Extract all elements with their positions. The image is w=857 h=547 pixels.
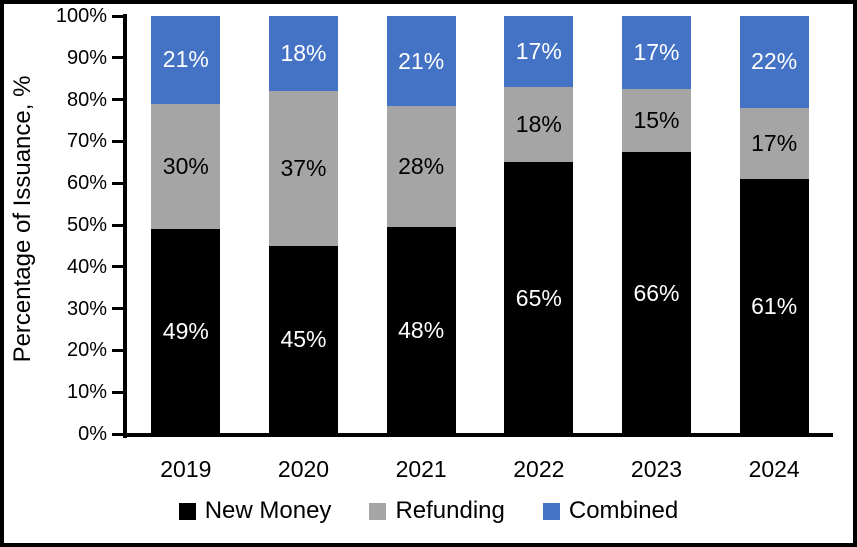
- y-tick-label: 30%: [66, 297, 107, 320]
- segment-value-label: 22%: [751, 48, 798, 75]
- segment-value-label: 30%: [162, 152, 209, 179]
- segment-value-label: 28%: [398, 153, 445, 180]
- y-tick-mark: [112, 265, 123, 269]
- segment-2024-new-money: 61%: [739, 179, 809, 434]
- y-tick-label: 10%: [66, 381, 107, 404]
- segment-2020-refunding: 37%: [269, 91, 338, 246]
- x-axis-label-2021: 2021: [395, 456, 447, 482]
- bar-2022: 17% 18% 65%: [504, 16, 574, 434]
- x-axis-label-2019: 2019: [160, 456, 212, 482]
- y-tick-mark: [112, 390, 123, 394]
- legend-swatch-icon: [542, 502, 560, 520]
- segment-2021-combined: 21%: [386, 16, 456, 107]
- segment-2021-refunding: 28%: [386, 106, 456, 228]
- legend-label: Refunding: [395, 497, 505, 524]
- legend-label: New Money: [204, 497, 332, 524]
- y-tick-label: 20%: [66, 339, 107, 362]
- y-axis-line: [123, 14, 127, 438]
- legend-item-new-money: New Money: [178, 497, 332, 525]
- segment-2022-new-money: 65%: [504, 162, 574, 434]
- segment-value-label: 18%: [515, 111, 562, 138]
- segment-value-label: 21%: [398, 47, 445, 74]
- y-tick-label: 60%: [66, 172, 107, 195]
- y-tick-label: 90%: [66, 46, 107, 69]
- y-tick-mark: [112, 223, 123, 227]
- legend-swatch-icon: [369, 502, 387, 520]
- x-axis-line: [123, 433, 833, 437]
- segment-2020-combined: 18%: [269, 16, 338, 92]
- y-tick-mark: [112, 181, 123, 185]
- segment-value-label: 15%: [633, 106, 680, 133]
- y-tick-label: 100%: [55, 5, 107, 27]
- segment-2019-new-money: 49%: [151, 229, 221, 434]
- segment-2023-combined: 17%: [622, 16, 691, 89]
- bar-2024: 22% 17% 61%: [739, 16, 809, 434]
- segment-2022-refunding: 18%: [504, 87, 574, 163]
- segment-2019-refunding: 30%: [151, 103, 221, 230]
- segment-2022-combined: 17%: [504, 16, 574, 88]
- segment-value-label: 17%: [751, 129, 798, 156]
- y-tick-label: 70%: [66, 130, 107, 153]
- segment-value-label: 45%: [280, 326, 327, 353]
- segment-2023-new-money: 66%: [622, 152, 691, 434]
- segment-value-label: 18%: [280, 40, 327, 67]
- y-tick-mark: [112, 98, 123, 102]
- y-tick-mark: [112, 56, 123, 60]
- y-tick-label: 50%: [66, 214, 107, 236]
- segment-2023-refunding: 15%: [622, 88, 691, 153]
- x-axis-label-2023: 2023: [630, 456, 683, 482]
- legend: New Money Refunding Combined: [4, 494, 853, 528]
- segment-2019-combined: 21%: [151, 16, 221, 104]
- segment-2024-refunding: 17%: [739, 107, 809, 179]
- segment-value-label: 37%: [280, 155, 327, 182]
- y-tick-mark: [112, 139, 123, 143]
- segment-value-label: 21%: [162, 46, 209, 73]
- y-tick-mark: [112, 14, 123, 18]
- y-tick-label: 80%: [66, 88, 107, 111]
- x-axis-label-2022: 2022: [513, 456, 565, 482]
- x-axis-label-2020: 2020: [277, 456, 330, 482]
- bar-2021: 21% 28% 48%: [386, 16, 456, 434]
- segment-value-label: 17%: [633, 38, 680, 65]
- legend-swatch-icon: [178, 502, 196, 520]
- legend-item-refunding: Refunding: [369, 497, 505, 525]
- segment-value-label: 66%: [633, 279, 680, 306]
- y-tick-label: 40%: [66, 255, 107, 278]
- segment-2021-new-money: 48%: [386, 227, 456, 434]
- y-tick-mark: [112, 348, 123, 352]
- segment-2024-combined: 22%: [739, 16, 809, 108]
- legend-item-combined: Combined: [542, 497, 679, 525]
- y-tick-label: 0%: [78, 423, 107, 445]
- bar-2020: 18% 37% 45%: [269, 16, 338, 434]
- segment-2020-new-money: 45%: [269, 245, 338, 434]
- y-tick-mark: [112, 432, 123, 436]
- segment-value-label: 49%: [162, 318, 209, 345]
- y-tick-mark: [112, 307, 123, 311]
- x-axis-label-2024: 2024: [748, 456, 800, 482]
- bar-2019: 21% 30% 49%: [151, 16, 221, 434]
- segment-value-label: 17%: [515, 38, 562, 65]
- segment-value-label: 61%: [751, 292, 798, 319]
- bar-2023: 17% 15% 66%: [622, 16, 691, 434]
- legend-label: Combined: [568, 497, 679, 524]
- segment-value-label: 65%: [515, 284, 562, 311]
- segment-value-label: 48%: [398, 317, 445, 344]
